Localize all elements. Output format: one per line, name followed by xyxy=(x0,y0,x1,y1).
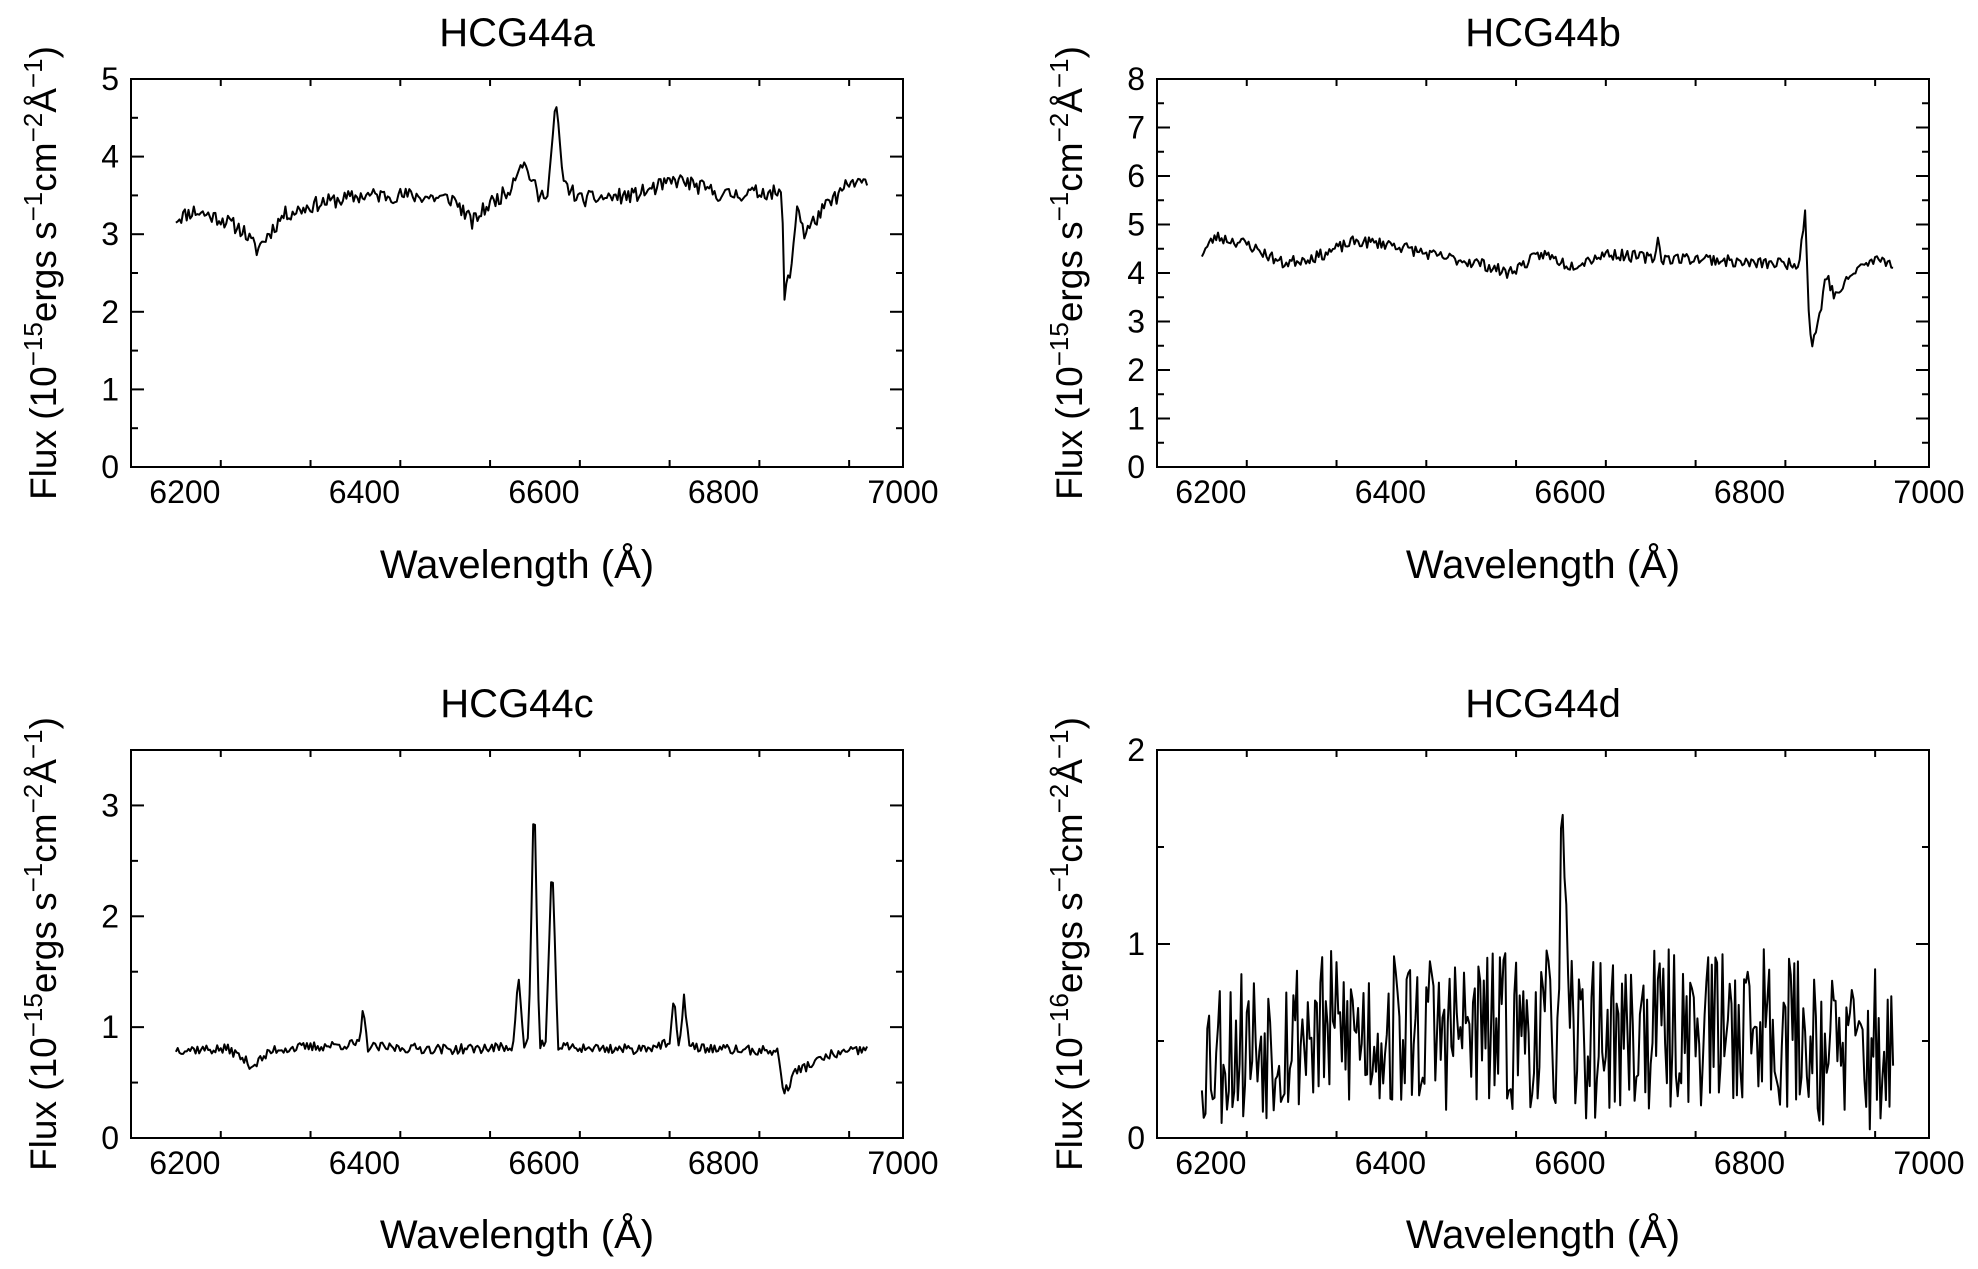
tick-group: 6200 6400 6600 6800 7000 0 1 2 3 4 5 6 7 8 xyxy=(1127,61,1964,510)
tick-group: 6200 6400 6600 6800 7000 0 1 2 xyxy=(1127,732,1964,1181)
x-tick-label: 6400 xyxy=(1355,1145,1426,1181)
axes-frame xyxy=(130,749,904,1139)
y-axis-label: Flux (10−15ergs s−1cm−2Å−1) xyxy=(18,46,64,500)
x-tick-label: 6600 xyxy=(1534,1145,1605,1181)
x-tick-label: 6400 xyxy=(329,1145,400,1181)
y-tick-label: 1 xyxy=(101,1009,119,1045)
x-tick-label: 6800 xyxy=(1714,1145,1785,1181)
spectrum-line xyxy=(175,106,869,301)
x-tick-label: 6200 xyxy=(149,1145,220,1181)
y-tick-label: 1 xyxy=(1127,401,1145,437)
x-tick-label: 7000 xyxy=(867,1145,938,1181)
y-tick-label: 5 xyxy=(1127,207,1145,243)
x-tick-label: 6400 xyxy=(329,474,400,510)
y-tick-label: 1 xyxy=(1127,926,1145,962)
x-tick-label: 6800 xyxy=(688,1145,759,1181)
y-tick-label: 3 xyxy=(1127,304,1145,340)
x-tick-label: 6800 xyxy=(1714,474,1785,510)
y-axis-label: Flux (10−16ergs s−1cm−2Å−1) xyxy=(1044,717,1090,1171)
y-tick-label: 2 xyxy=(1127,732,1145,768)
y-tick-label: 3 xyxy=(101,216,119,252)
y-tick-label: 5 xyxy=(101,61,119,97)
spectrum-line xyxy=(1200,813,1895,1131)
x-tick-label: 6200 xyxy=(149,474,220,510)
panel-hcg44a: HCG44a 6200 6400 6600 6800 7000 0 1 2 3 4 5 Wavele… xyxy=(18,11,939,587)
x-tick-label: 7000 xyxy=(1893,474,1964,510)
y-axis-label: Flux (10−15ergs s−1cm−2Å−1) xyxy=(18,717,64,1171)
panel-hcg44d: HCG44d 6200 6400 6600 6800 7000 0 1 2 Wavelengt… xyxy=(1044,682,1965,1257)
x-axis-label: Wavelength (Å) xyxy=(1406,1212,1680,1257)
x-tick-label: 6800 xyxy=(688,474,759,510)
x-axis-label: Wavelength (Å) xyxy=(1406,542,1680,587)
x-tick-label: 6200 xyxy=(1175,474,1246,510)
y-tick-label: 2 xyxy=(1127,352,1145,388)
spectrum-line xyxy=(1201,209,1894,348)
x-tick-label: 6400 xyxy=(1355,474,1426,510)
x-axis-label: Wavelength (Å) xyxy=(380,1212,654,1257)
x-tick-label: 6600 xyxy=(508,474,579,510)
y-tick-label: 8 xyxy=(1127,61,1145,97)
y-tick-label: 4 xyxy=(101,139,119,175)
y-tick-label: 4 xyxy=(1127,255,1145,291)
x-tick-label: 7000 xyxy=(867,474,938,510)
x-tick-label: 6200 xyxy=(1175,1145,1246,1181)
y-tick-label: 6 xyxy=(1127,158,1145,194)
panel-title: HCG44d xyxy=(1465,682,1621,726)
x-tick-label: 7000 xyxy=(1893,1145,1964,1181)
y-tick-label: 2 xyxy=(101,898,119,934)
y-axis-label: Flux (10−15ergs s−1cm−2Å−1) xyxy=(1044,46,1090,500)
tick-group: 6200 6400 6600 6800 7000 0 1 2 3 xyxy=(101,749,939,1181)
tick-group: 6200 6400 6600 6800 7000 0 1 2 3 4 5 xyxy=(101,61,938,510)
y-tick-label: 0 xyxy=(1127,449,1145,485)
x-tick-label: 6600 xyxy=(1534,474,1605,510)
y-tick-label: 7 xyxy=(1127,110,1145,146)
spectrum-line xyxy=(174,823,869,1095)
axes-frame xyxy=(1156,78,1930,468)
y-tick-label: 0 xyxy=(1127,1120,1145,1156)
y-tick-label: 0 xyxy=(101,1120,119,1156)
axes-frame xyxy=(130,78,904,468)
panel-title: HCG44c xyxy=(440,682,593,726)
x-tick-label: 6600 xyxy=(508,1145,579,1181)
x-axis-label: Wavelength (Å) xyxy=(380,542,654,587)
y-tick-label: 1 xyxy=(101,371,119,407)
panel-hcg44b: HCG44b 6200 6400 6600 6800 7000 0 1 2 3 4 5 6 7 8 Wav… xyxy=(1044,11,1965,587)
y-tick-label: 0 xyxy=(101,449,119,485)
panel-hcg44c: HCG44c 6200 6400 6600 6800 7000 0 1 2 3 Waveleng… xyxy=(18,682,939,1257)
panel-title: HCG44a xyxy=(439,11,595,55)
y-tick-label: 3 xyxy=(101,787,119,823)
y-tick-label: 2 xyxy=(101,294,119,330)
panel-title: HCG44b xyxy=(1465,11,1621,55)
